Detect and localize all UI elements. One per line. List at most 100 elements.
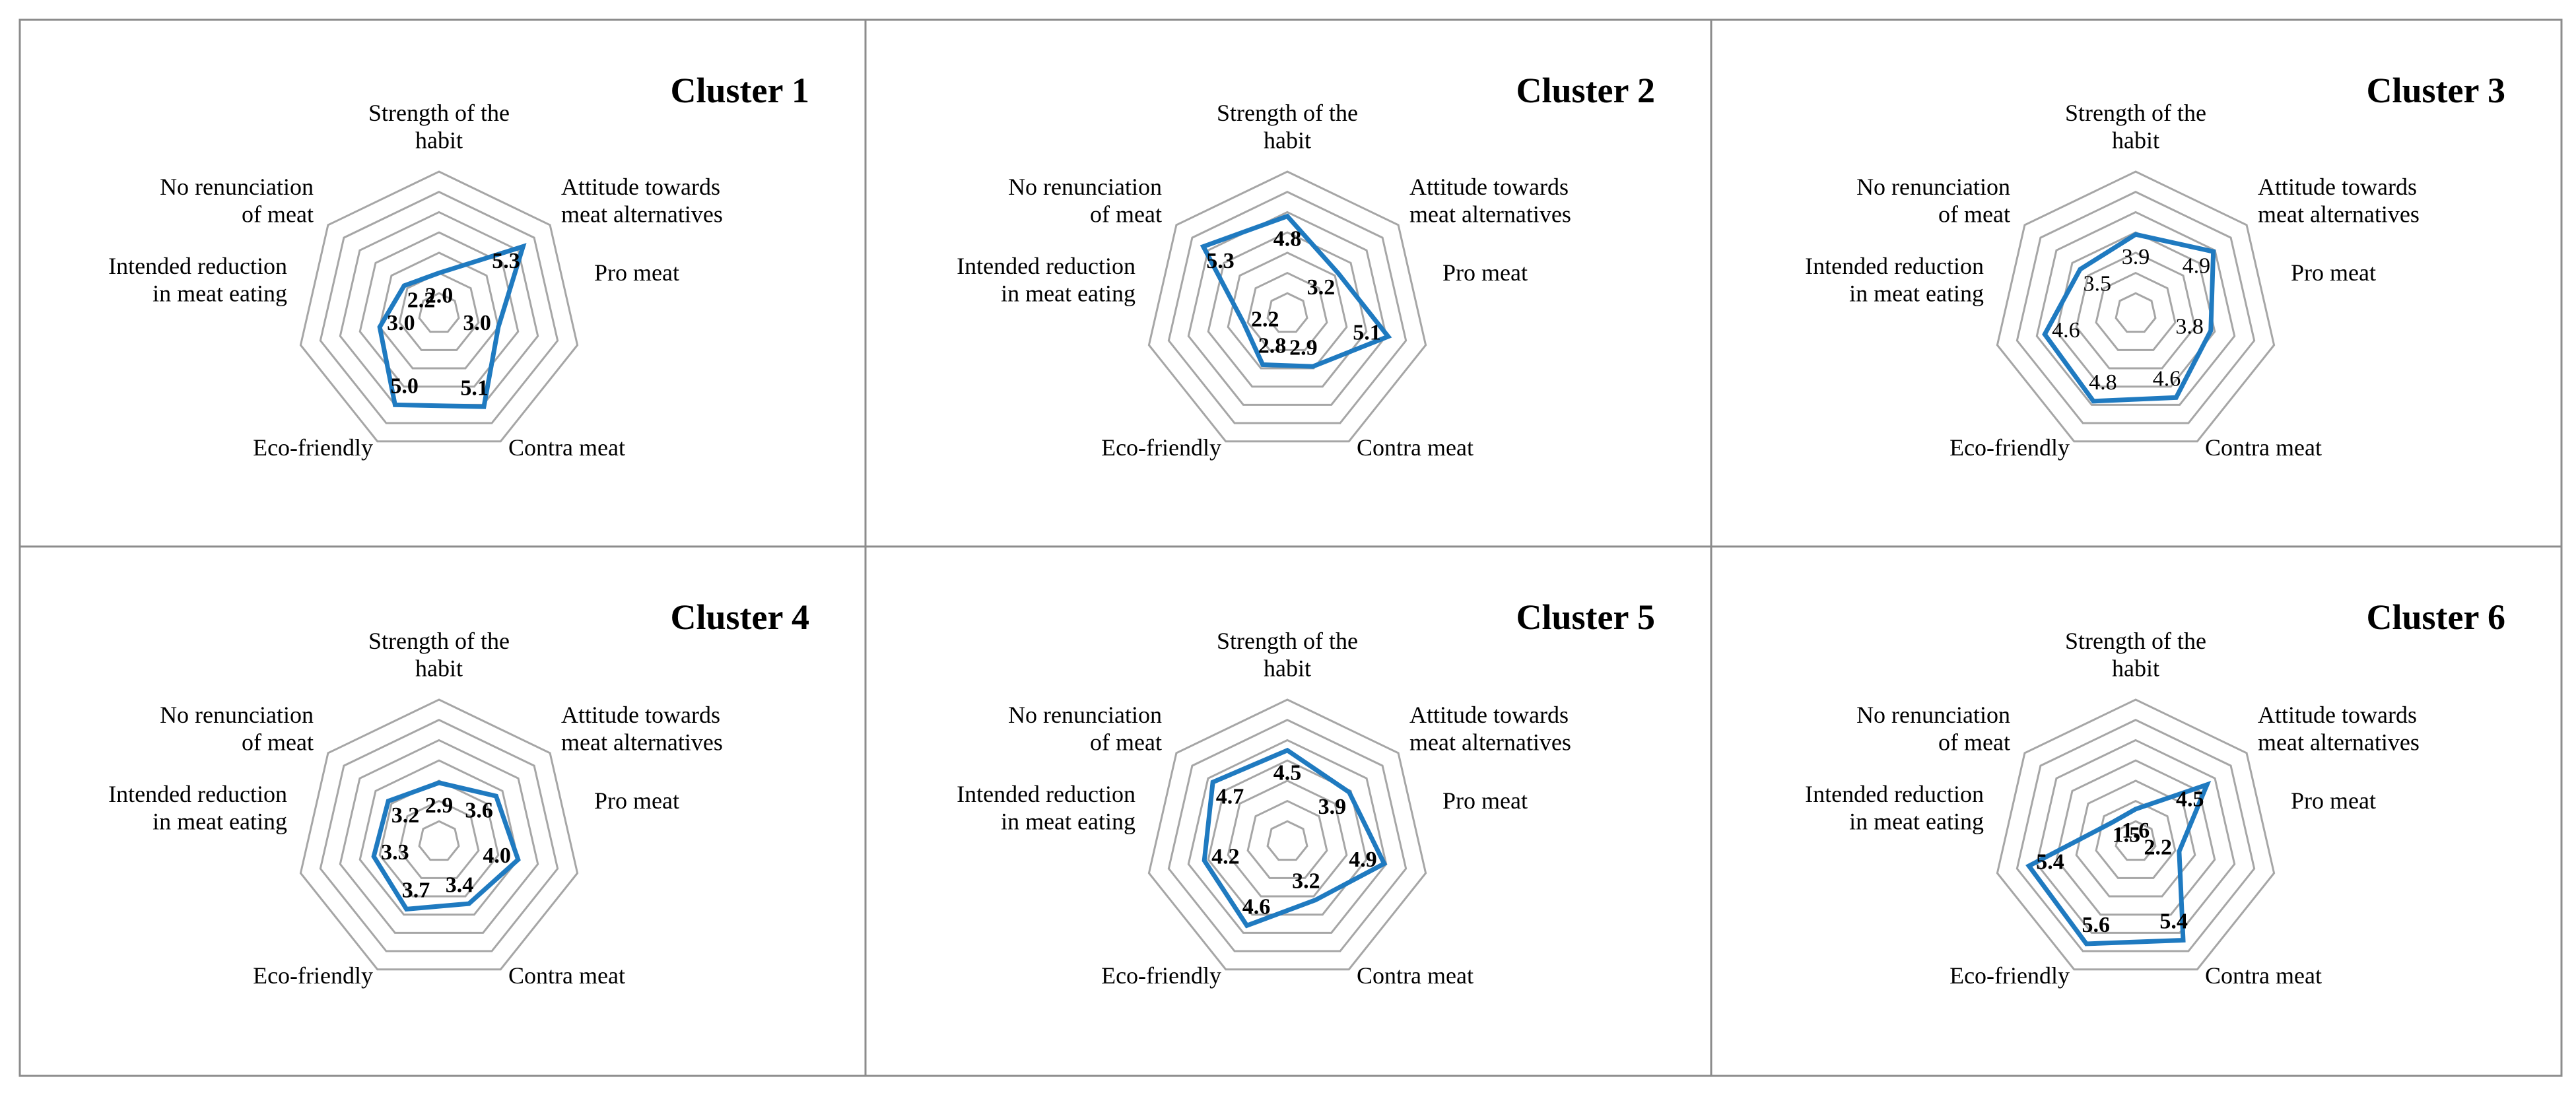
- category-label-no-renunciation-of-meat: No renunciation of meat: [1856, 702, 2010, 755]
- grid-ring: [2035, 211, 2236, 406]
- grid-ring: [2095, 799, 2177, 879]
- category-label-no-renunciation-of-meat: No renunciation of meat: [1008, 702, 1162, 755]
- chart-title: Cluster 4: [671, 597, 810, 637]
- data-label-eco-friendly: 2.8: [1258, 334, 1287, 358]
- grid-ring: [2075, 780, 2196, 898]
- data-label-strength-of-the-habit: 3.9: [2122, 245, 2150, 269]
- category-label-strength-of-the-habit: Strength of the habit: [368, 628, 510, 681]
- radar-grid: [299, 698, 579, 971]
- radar-panel-6: Cluster 6 1.6 4.5 2.2 5.4 5.6 5.4 1.5 Strength o…: [1805, 597, 2505, 989]
- category-label-intended-reduction-in-meat-eating: Intended reduction in meat eating: [957, 253, 1135, 306]
- grid-ring: [418, 292, 460, 333]
- data-label-attitude-towards-meat-alternatives: 3.2: [1307, 275, 1336, 300]
- category-label-intended-reduction-in-meat-eating: Intended reduction in meat eating: [108, 781, 287, 834]
- data-label-no-renunciation-of-meat: 5.3: [1206, 249, 1235, 273]
- category-label-attitude-towards-meat-alternatives: Attitude towards meat alternatives: [2258, 174, 2420, 227]
- category-label-strength-of-the-habit: Strength of the habit: [1217, 628, 1358, 681]
- data-label-strength-of-the-habit: 2.9: [425, 793, 454, 818]
- grid-ring: [2055, 231, 2216, 388]
- series-line: [371, 780, 521, 912]
- grid-ring: [378, 780, 500, 898]
- data-label-intended-reduction-in-meat-eating: 4.2: [1211, 844, 1240, 869]
- grid-ring: [2016, 191, 2256, 424]
- grid-ring: [1246, 271, 1328, 351]
- category-label-pro-meat: Pro meat: [1442, 259, 1528, 286]
- data-label-strength-of-the-habit: 2.0: [425, 283, 454, 308]
- category-label-attitude-towards-meat-alternatives: Attitude towards meat alternatives: [561, 174, 723, 227]
- grid-ring: [1227, 780, 1348, 898]
- data-label-intended-reduction-in-meat-eating: 3.3: [381, 840, 409, 865]
- chart-title: Cluster 6: [2367, 597, 2506, 637]
- data-label-eco-friendly: 3.7: [402, 879, 430, 903]
- data-label-contra-meat: 4.6: [2153, 366, 2181, 391]
- category-label-attitude-towards-meat-alternatives: Attitude towards meat alternatives: [1409, 174, 1571, 227]
- category-label-strength-of-the-habit: Strength of the habit: [2065, 628, 2206, 681]
- category-label-contra-meat: Contra meat: [2205, 962, 2322, 989]
- data-label-strength-of-the-habit: 1.6: [2122, 818, 2150, 843]
- grid-ring: [1167, 719, 1407, 952]
- chart-title: Cluster 3: [2367, 71, 2506, 110]
- data-label-eco-friendly: 5.0: [390, 374, 419, 399]
- category-label-intended-reduction-in-meat-eating: Intended reduction in meat eating: [1805, 781, 1984, 834]
- data-label-no-renunciation-of-meat: 3.2: [391, 803, 420, 828]
- grid-ring: [2035, 739, 2236, 934]
- data-label-pro-meat: 4.9: [1349, 847, 1377, 872]
- category-label-eco-friendly: Eco-friendly: [1101, 962, 1221, 989]
- grid-ring: [1266, 820, 1308, 861]
- category-label-eco-friendly: Eco-friendly: [253, 434, 373, 461]
- data-label-intended-reduction-in-meat-eating: 5.4: [2036, 849, 2064, 874]
- category-label-strength-of-the-habit: Strength of the habit: [2065, 100, 2206, 153]
- radar-panel-4: Cluster 4 2.9 3.6 4.0 3.4 3.7 3.3 3.2 Strength o…: [108, 597, 809, 989]
- data-label-strength-of-the-habit: 4.8: [1273, 226, 1302, 251]
- data-label-intended-reduction-in-meat-eating: 2.2: [1251, 308, 1279, 332]
- data-label-pro-meat: 2.2: [2144, 836, 2172, 860]
- category-label-no-renunciation-of-meat: No renunciation of meat: [1856, 174, 2010, 227]
- radar-panel-2: Cluster 2 4.83.2 5.1 2.92.82.2 5.3 Strength o…: [957, 71, 1655, 461]
- grid-ring: [418, 820, 460, 861]
- grid-ring: [319, 191, 559, 424]
- data-label-attitude-towards-meat-alternatives: 3.9: [1318, 795, 1347, 819]
- grid-ring: [2095, 271, 2177, 351]
- grid-ring: [1187, 211, 1388, 406]
- chart-title: Cluster 2: [1516, 71, 1656, 110]
- category-label-pro-meat: Pro meat: [1442, 787, 1528, 814]
- grid-ring: [1207, 231, 1368, 388]
- chart-title: Cluster 5: [1516, 597, 1656, 637]
- data-label-eco-friendly: 4.6: [1242, 894, 1271, 919]
- radar-grid: [1996, 698, 2276, 971]
- panel-frames: [18, 18, 2563, 1077]
- grid-ring: [1246, 799, 1328, 879]
- data-label-attitude-towards-meat-alternatives: 4.9: [2183, 254, 2211, 279]
- category-label-attitude-towards-meat-alternatives: Attitude towards meat alternatives: [1409, 702, 1571, 755]
- grid-ring: [2115, 820, 2157, 861]
- data-label-pro-meat: 3.8: [2175, 315, 2204, 339]
- grid-ring: [1996, 170, 2276, 443]
- category-label-strength-of-the-habit: Strength of the habit: [368, 100, 510, 153]
- data-label-attitude-towards-meat-alternatives: 3.6: [465, 799, 493, 823]
- grid-ring: [1147, 170, 1427, 443]
- category-label-strength-of-the-habit: Strength of the habit: [1217, 100, 1358, 153]
- category-label-pro-meat: Pro meat: [2291, 259, 2376, 286]
- grid-ring: [378, 251, 500, 370]
- data-label-no-renunciation-of-meat: 2.2: [407, 288, 436, 312]
- data-label-strength-of-the-habit: 4.5: [1273, 761, 1302, 785]
- radar-panel-5: Cluster 5 4.5 3.9 4.9 3.2 4.64.2 4.7 Strength o…: [957, 597, 1655, 989]
- grid-ring: [1996, 698, 2276, 971]
- grid-ring: [339, 739, 539, 934]
- chart-title: Cluster 1: [671, 71, 810, 110]
- series-line: [2025, 780, 2212, 946]
- data-label-pro-meat: 5.1: [1353, 320, 1381, 345]
- series-line: [1202, 747, 1388, 929]
- category-label-no-renunciation-of-meat: No renunciation of meat: [160, 174, 314, 227]
- grid-ring: [299, 170, 579, 443]
- category-label-no-renunciation-of-meat: No renunciation of meat: [160, 702, 314, 755]
- category-label-intended-reduction-in-meat-eating: Intended reduction in meat eating: [108, 253, 287, 306]
- category-label-no-renunciation-of-meat: No renunciation of meat: [1008, 174, 1162, 227]
- panel-border: [1710, 545, 2563, 1077]
- category-label-eco-friendly: Eco-friendly: [253, 962, 373, 989]
- data-label-pro-meat: 3.0: [463, 311, 491, 335]
- grid-ring: [358, 231, 520, 388]
- data-label-attitude-towards-meat-alternatives: 4.5: [2176, 787, 2204, 811]
